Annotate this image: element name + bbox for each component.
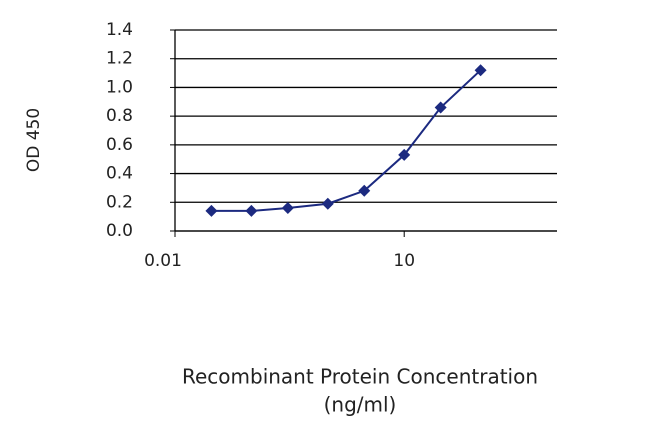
- y-tick-label: 0.2: [106, 192, 133, 212]
- y-tick-label: 0.0: [106, 221, 133, 241]
- data-point: [245, 204, 258, 217]
- data-point: [358, 184, 371, 197]
- y-tick-label: 0.4: [106, 164, 133, 184]
- x-axis-label: (ng/ml): [324, 393, 397, 417]
- x-axis-label: Recombinant Protein Concentration: [182, 365, 538, 389]
- y-axis-label: OD 450: [24, 108, 44, 172]
- data-point: [321, 197, 334, 210]
- x-tick-label: 0.01: [144, 251, 182, 271]
- y-tick-label: 0.6: [106, 135, 133, 155]
- data-point: [474, 64, 487, 77]
- data-point: [434, 101, 447, 114]
- y-tick-label: 0.8: [106, 106, 133, 126]
- series-line: [211, 69, 482, 212]
- y-tick-label: 1.4: [106, 20, 133, 40]
- y-tick-label: 1.0: [106, 77, 133, 97]
- data-point: [205, 204, 218, 217]
- data-point: [398, 148, 411, 161]
- y-tick-label: 1.2: [106, 49, 133, 69]
- data-point: [281, 202, 294, 215]
- x-tick-label: 10: [393, 251, 415, 271]
